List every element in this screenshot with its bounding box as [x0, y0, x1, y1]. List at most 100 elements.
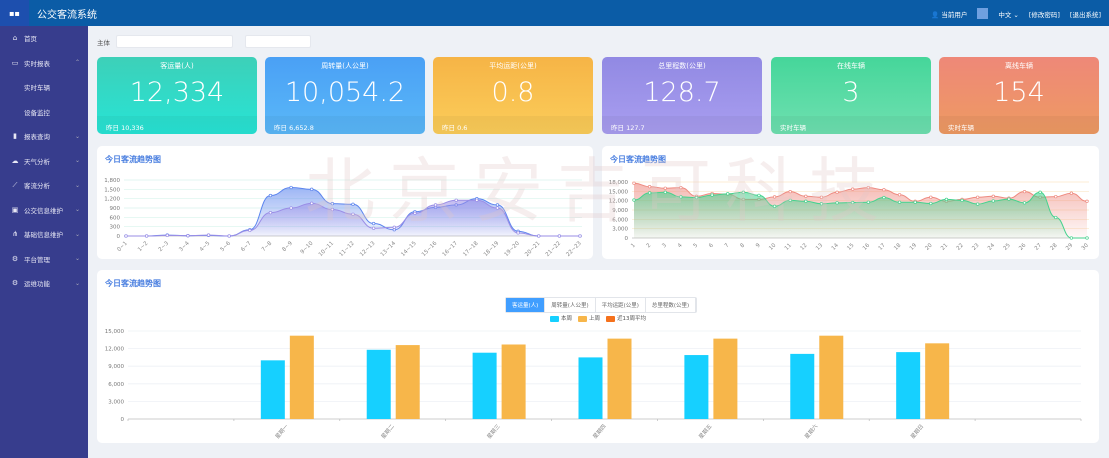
data-point — [289, 206, 293, 210]
sidebar-item[interactable]: ⟋ 客流分析 ⌄ — [0, 173, 88, 198]
bar — [790, 353, 815, 419]
x-tick-label: 25 — [1003, 242, 1013, 252]
stat-card[interactable]: 离线车辆 154 实时车辆 — [939, 57, 1099, 134]
subject-input[interactable] — [116, 35, 233, 48]
stat-value: 154 — [993, 77, 1045, 108]
metric-tab[interactable]: 平均运距(公里) — [596, 298, 646, 312]
bar — [366, 349, 391, 419]
x-tick-label: 2~3 — [158, 240, 171, 253]
x-tick-label: 24 — [987, 242, 997, 252]
data-point — [1069, 236, 1074, 240]
current-user[interactable]: 👤 当前用户 — [931, 10, 968, 19]
cloud-icon: ☁ — [11, 156, 19, 165]
data-point — [1054, 194, 1058, 199]
panel-title: 今日客流趋势图 — [105, 279, 161, 288]
sidebar-item[interactable]: ⚙ 平台管理 ⌄ — [0, 247, 88, 272]
line-chart-icon: ⟋ — [12, 180, 18, 189]
sidebar-item[interactable]: 设备监控 — [0, 100, 88, 125]
sidebar-item-label: 报表查询 — [24, 133, 50, 142]
data-point — [1022, 189, 1027, 194]
legend-item[interactable]: 本周 — [550, 314, 572, 322]
legend-item[interactable]: 上周 — [578, 314, 600, 322]
hourly-trend-panel: 今日客流趋势图 0 300 600 900 1,200 1,500 1,800 0~1 1~2 2… — [97, 146, 593, 259]
sidebar-item[interactable]: ⚙ 运维功能 ⌄ — [0, 271, 88, 296]
data-point — [124, 234, 128, 238]
stat-label: 在线车辆 — [837, 62, 865, 70]
data-point — [268, 193, 273, 198]
data-point — [772, 195, 777, 199]
stat-card[interactable]: 周转量(人公里) 10,054.2 昨日 6,652.8 — [265, 57, 425, 134]
data-point — [804, 199, 808, 203]
y-tick-label: 9,000 — [612, 208, 628, 214]
chevron-up-icon: ⌃ — [74, 59, 80, 67]
grid-menu-icon[interactable]: ▪▪ — [0, 0, 29, 26]
series-line — [633, 182, 1088, 202]
bar — [684, 355, 709, 419]
x-tick-label: 19~20 — [504, 240, 522, 258]
x-tick-label: 5 — [693, 242, 700, 249]
y-tick-label: 3,000 — [108, 399, 124, 405]
sidebar-item[interactable]: ▣ 公交信息维护 ⌄ — [0, 198, 88, 223]
metric-tab[interactable]: 周转量(人公里) — [545, 298, 596, 312]
sidebar-item[interactable]: ▮ 报表查询 ⌄ — [0, 124, 88, 149]
logout-link[interactable]: [退出系统] — [1069, 10, 1101, 19]
data-point — [1085, 199, 1089, 203]
sidebar-item[interactable]: ⋔ 基础信息维护 ⌄ — [0, 222, 88, 247]
x-tick-label: 16~17 — [442, 240, 460, 258]
chevron-down-icon: ⌄ — [74, 279, 80, 287]
sidebar: ⌂ 首页 ▭ 实时报表 ⌃ 实时车辆 设备监控 ▮ 报表查询 ⌄ ☁ 天气分析 ⌄ ⟋ 客流分析 ⌄ ▣ 公交信息… — [0, 26, 88, 458]
sidebar-item[interactable]: ▭ 实时报表 ⌃ — [0, 51, 88, 76]
stat-card[interactable]: 在线车辆 3 实时车辆 — [771, 57, 931, 134]
change-password-link[interactable]: [修改密码] — [1028, 10, 1060, 19]
panel-title: 今日客流趋势图 — [105, 155, 161, 164]
chevron-down-icon: ⌄ — [74, 255, 80, 263]
data-point — [1069, 191, 1074, 195]
data-point — [663, 190, 667, 194]
sidebar-item[interactable]: ☁ 天气分析 ⌄ — [0, 149, 88, 174]
x-tick-label: 11 — [784, 243, 793, 252]
data-point — [186, 234, 190, 238]
sidebar-item[interactable]: 实时车辆 — [0, 75, 88, 100]
legend-label: 上周 — [589, 316, 601, 322]
stat-card[interactable]: 总里程数(公里) 128.7 昨日 127.7 — [602, 57, 762, 134]
data-point — [310, 187, 314, 191]
data-point — [976, 202, 980, 206]
top-bar: ▪▪ 公交客流系统 👤 当前用户 中文 ⌄ [修改密码] [退出系统] — [0, 0, 1109, 26]
metric-tab[interactable]: 总里程数(公里) — [646, 298, 697, 312]
gear-icon: ⚙ — [11, 254, 19, 263]
language-select[interactable]: 中文 ⌄ — [998, 10, 1019, 19]
x-tick-label: 16 — [862, 242, 872, 252]
data-point — [663, 186, 667, 190]
y-tick-label: 1,800 — [104, 178, 120, 184]
data-point — [929, 195, 933, 199]
sidebar-item-label: 平台管理 — [24, 255, 50, 264]
date-input[interactable] — [245, 35, 311, 48]
x-tick-label: 13 — [815, 242, 825, 252]
data-point — [206, 233, 211, 237]
sidebar-item[interactable]: ⌂ 首页 — [0, 26, 88, 51]
legend-item[interactable]: 近13周平均 — [606, 314, 646, 322]
weekly-bar-chart: 0 3,000 6,000 9,000 12,000 15,000 星期一 星期二 星期三 星期四… — [105, 329, 1082, 440]
x-tick-label: 6~7 — [240, 240, 253, 253]
stat-card[interactable]: 平均运距(公里) 0.8 昨日 0.6 — [433, 57, 593, 134]
data-point — [835, 190, 839, 194]
gear-icon: ⚙ — [11, 279, 19, 288]
data-point — [772, 204, 777, 208]
data-point — [227, 234, 231, 238]
metric-tab[interactable]: 客运量(人) — [506, 298, 546, 312]
bar — [607, 338, 632, 419]
chevron-down-icon: ⌄ — [74, 230, 80, 238]
data-point — [804, 194, 808, 198]
x-tick-label: 5~6 — [220, 240, 233, 253]
data-point — [679, 185, 683, 190]
x-tick-label: 28 — [1049, 242, 1059, 252]
stat-card[interactable]: 客运量(人) 12,334 昨日 10,336 — [97, 57, 257, 134]
avatar[interactable] — [977, 8, 989, 19]
data-point — [897, 193, 902, 197]
data-point — [475, 198, 479, 202]
data-point — [351, 202, 355, 206]
legend-swatch — [606, 315, 616, 322]
data-point — [788, 198, 792, 203]
x-tick-label: 7~8 — [261, 240, 274, 253]
